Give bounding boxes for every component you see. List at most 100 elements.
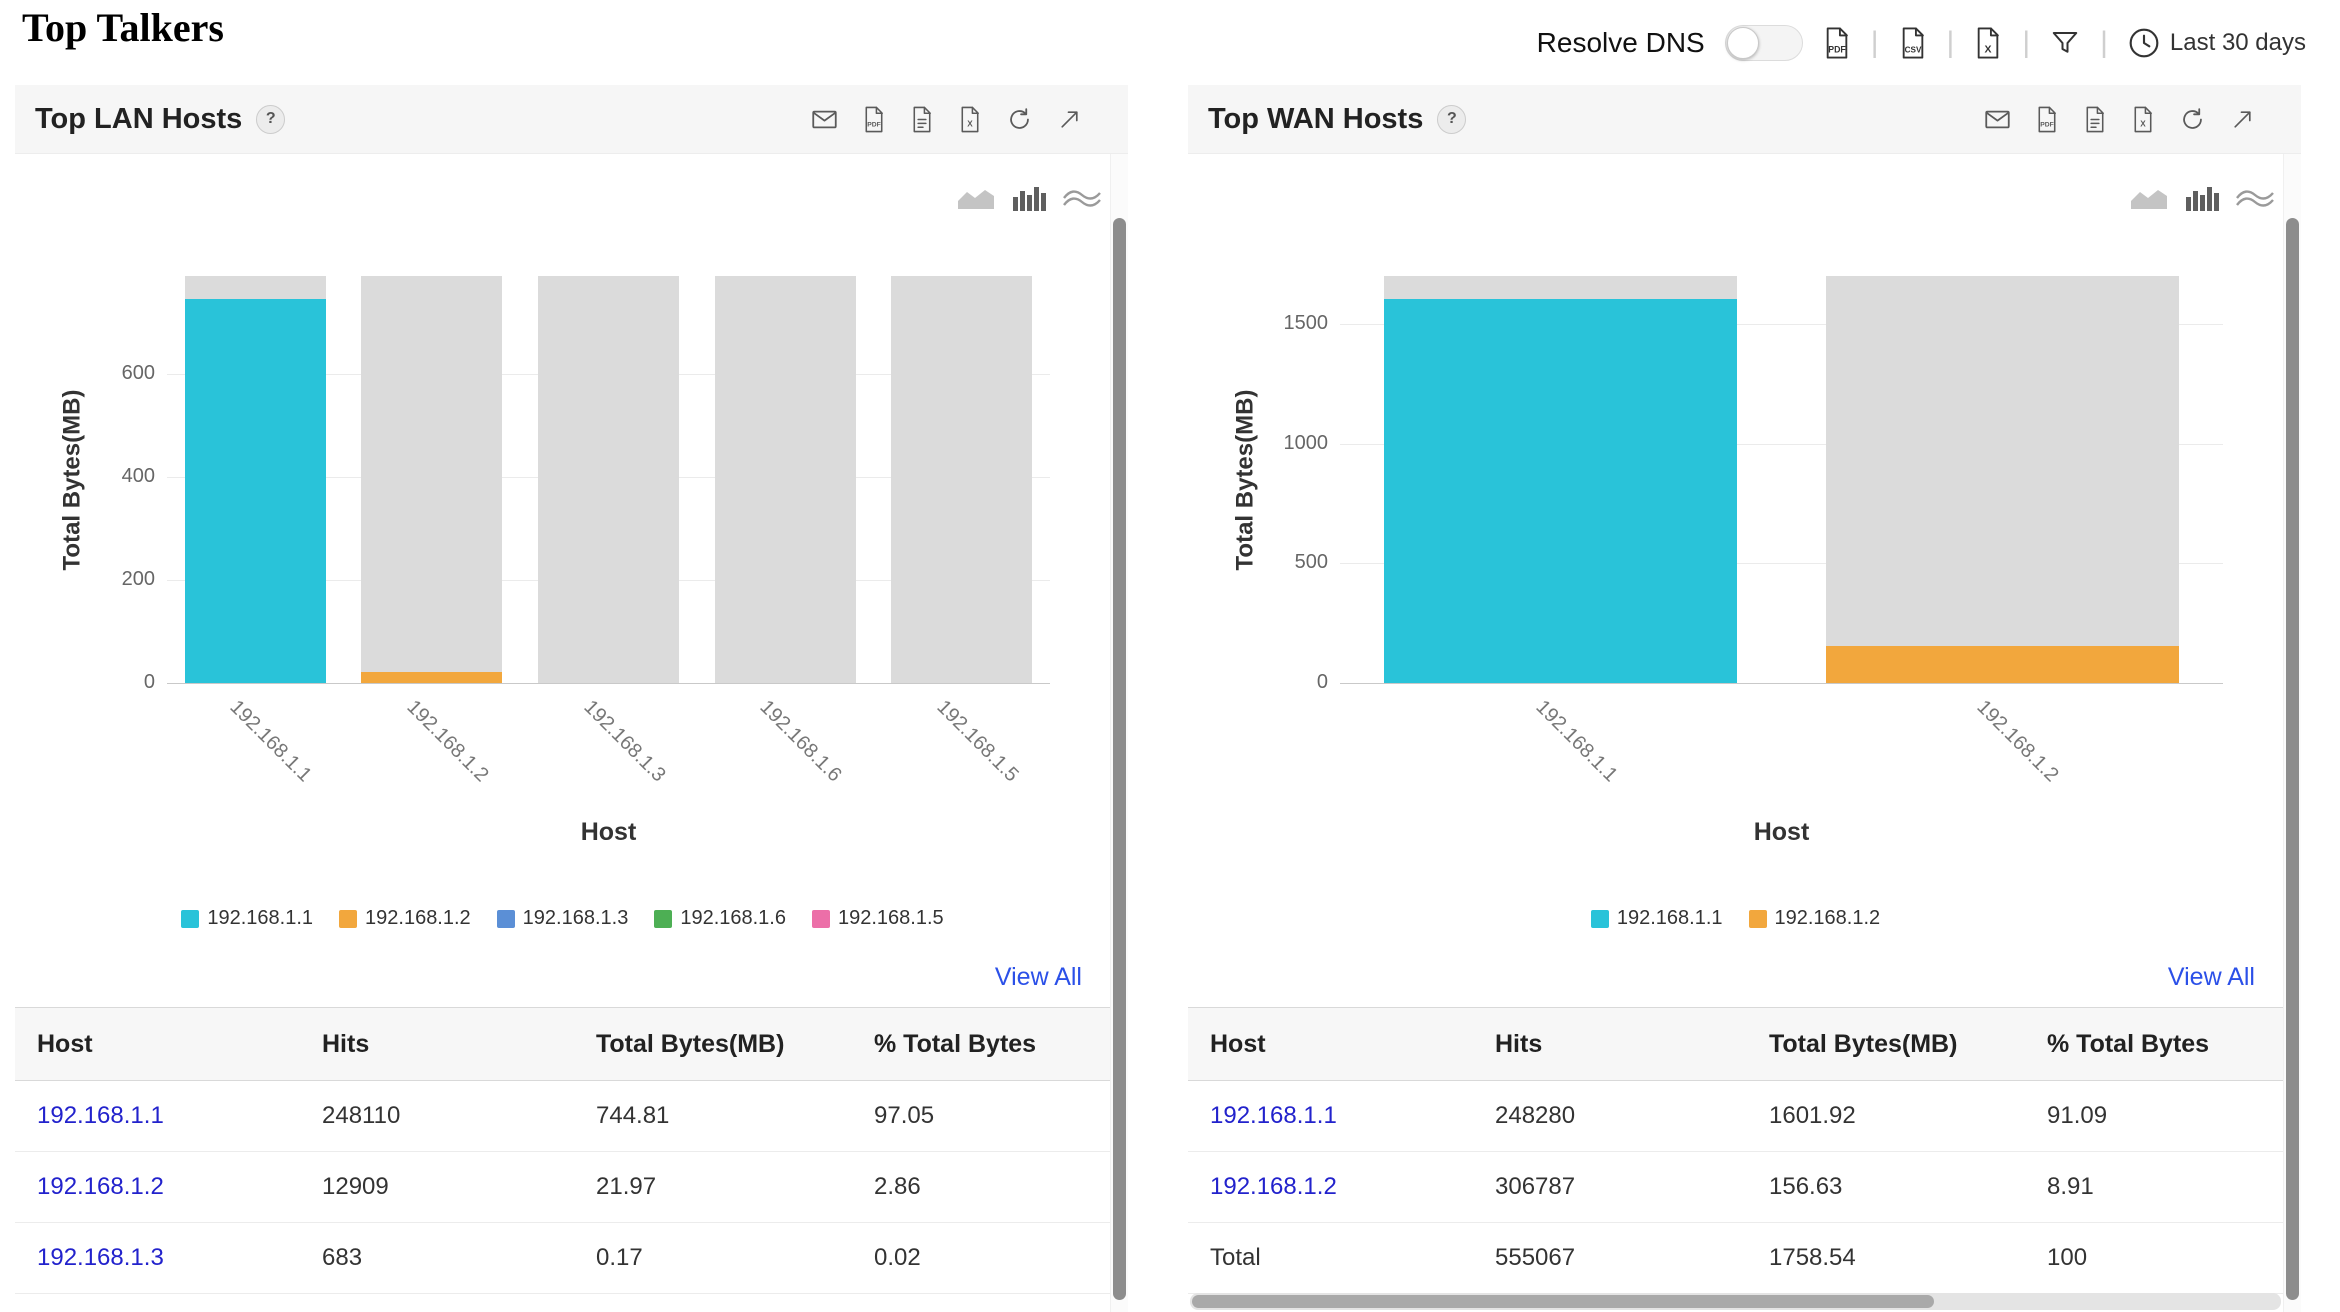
help-icon[interactable]: ? <box>256 104 286 134</box>
legend-item[interactable]: 192.168.1.2 <box>339 907 471 930</box>
table-cell: 1758.54 <box>1747 1222 2025 1294</box>
legend-item[interactable]: 192.168.1.2 <box>1748 907 1880 930</box>
view-all-link[interactable]: View All <box>994 963 1082 991</box>
y-tick-label: 600 <box>121 361 155 384</box>
vertical-scrollbar[interactable] <box>1110 154 1128 1312</box>
host-link[interactable]: 192.168.1.1 <box>1210 1102 1337 1129</box>
gridline <box>1340 323 2223 325</box>
bar-track <box>361 276 502 683</box>
scrollbar-thumb[interactable] <box>1113 218 1126 1300</box>
x-axis-labels: 192.168.1.1 192.168.1.2 <box>1340 688 2223 813</box>
chart-type-switcher <box>2129 185 2275 211</box>
table-header-row: Host Hits Total Bytes(MB)% Total Bytes <box>15 1007 1110 1081</box>
panel-top-wan-hosts: Top WAN Hosts ? PDF X <box>1188 85 2301 1312</box>
table-cell: 744.81 <box>574 1080 852 1152</box>
y-tick-label: 0 <box>143 671 155 693</box>
bar-192.168.1.1[interactable] <box>1384 299 1737 683</box>
table-cell: 100 <box>2025 1222 2283 1294</box>
y-tick-label: 1000 <box>1283 431 1329 454</box>
panel-header: Top WAN Hosts ? PDF X <box>1188 85 2301 154</box>
table-cell: Total <box>1188 1222 1473 1294</box>
export-excel-icon[interactable]: X <box>1974 26 2002 60</box>
resolve-dns-label: Resolve DNS <box>1536 27 1705 58</box>
excel-report-icon[interactable]: X <box>958 106 982 133</box>
table-cell: 248110 <box>300 1080 574 1152</box>
area-chart-icon[interactable] <box>956 185 996 211</box>
scrollbar-thumb[interactable] <box>1192 1295 1934 1308</box>
bar-192.168.1.2[interactable] <box>1826 646 2179 683</box>
bar-track <box>715 276 856 683</box>
panel-title: Top LAN Hosts <box>35 102 243 135</box>
host-link[interactable]: 192.168.1.2 <box>1210 1173 1337 1200</box>
export-pdf-icon[interactable]: PDF <box>1823 26 1851 60</box>
x-tick-label: 192.168.1.1 <box>1531 696 1622 787</box>
legend-item[interactable]: 192.168.1.3 <box>496 907 628 930</box>
excel-report-icon[interactable]: X <box>2131 106 2155 133</box>
filter-icon[interactable] <box>2050 27 2080 59</box>
bar-192.168.1.2[interactable] <box>361 672 502 683</box>
table-cell: 97.05 <box>852 1080 1110 1152</box>
bar-chart-icon[interactable] <box>1012 185 1046 211</box>
time-range-selector[interactable]: Last 30 days <box>2128 27 2306 59</box>
stream-chart-icon[interactable] <box>1062 185 1102 211</box>
column-header: % Total Bytes <box>852 1007 1110 1081</box>
x-tick-label: 192.168.1.1 <box>225 696 316 787</box>
vertical-scrollbar[interactable] <box>2283 154 2301 1312</box>
y-tick-label: 0 <box>1316 671 1328 693</box>
area-chart-icon[interactable] <box>2129 185 2169 211</box>
panel-title: Top WAN Hosts <box>1208 102 1424 135</box>
schedule-report-icon[interactable] <box>910 106 934 133</box>
legend-label: 192.168.1.1 <box>1616 907 1723 929</box>
email-icon[interactable] <box>811 106 838 133</box>
scrollbar-thumb[interactable] <box>2286 218 2299 1300</box>
column-header: Hits <box>1473 1007 1747 1081</box>
table-row: 192.168.1.1 248110 744.81 97.05 <box>15 1080 1110 1152</box>
divider: | <box>2100 26 2108 59</box>
legend-label: 192.168.1.6 <box>680 907 786 929</box>
y-axis-ticks: 0 200 400 600 <box>15 276 155 693</box>
legend-item[interactable]: 192.168.1.5 <box>811 907 944 930</box>
column-header: Host <box>1188 1007 1473 1081</box>
gridline <box>1340 563 2223 565</box>
export-csv-icon[interactable]: CSV <box>1899 26 1927 60</box>
refresh-icon[interactable] <box>1006 106 1033 133</box>
clock-icon <box>2129 28 2159 58</box>
table-cell: 91.09 <box>2025 1080 2283 1152</box>
legend-swatch <box>811 909 830 928</box>
table-cell: 2.86 <box>852 1151 1110 1223</box>
lan-bar-chart: Total Bytes(MB) 0 200 400 600 192.168.1.1 19… <box>15 276 1128 891</box>
bar-192.168.1.1[interactable] <box>185 299 326 683</box>
bar-track <box>891 276 1032 683</box>
legend-item[interactable]: 192.168.1.1 <box>181 907 313 930</box>
pdf-report-icon[interactable]: PDF <box>862 106 886 133</box>
table-cell: 192.168.1.3 <box>15 1222 300 1294</box>
stream-chart-icon[interactable] <box>2235 185 2275 211</box>
table-cell: 21.97 <box>574 1151 852 1223</box>
table-cell: 0.02 <box>852 1222 1110 1294</box>
csv-letters: CSV <box>1904 45 1921 54</box>
expand-icon[interactable] <box>2230 107 2255 132</box>
schedule-report-icon[interactable] <box>2083 106 2107 133</box>
plot-area <box>1340 276 2223 684</box>
email-icon[interactable] <box>1984 106 2011 133</box>
top-controls: Resolve DNS PDF | CSV | X | | Last 30 da… <box>1537 20 2306 66</box>
view-all-link[interactable]: View All <box>2167 963 2255 991</box>
help-icon[interactable]: ? <box>1437 104 1467 134</box>
table-cell: 555067 <box>1473 1222 1747 1294</box>
y-axis-ticks: 0 500 1000 1500 <box>1188 276 1329 693</box>
legend-swatch <box>339 909 358 928</box>
bar-chart-icon[interactable] <box>2185 185 2219 211</box>
refresh-icon[interactable] <box>2179 106 2206 133</box>
host-link[interactable]: 192.168.1.1 <box>37 1102 164 1129</box>
host-link[interactable]: 192.168.1.3 <box>37 1244 164 1271</box>
table-cell: 8.91 <box>2025 1151 2283 1223</box>
horizontal-scrollbar[interactable] <box>1190 1293 2281 1310</box>
hosts-table: Host Hits Total Bytes(MB)% Total Bytes 192… <box>1188 1007 2283 1294</box>
legend-item[interactable]: 192.168.1.1 <box>1590 907 1723 930</box>
legend-item[interactable]: 192.168.1.6 <box>654 907 786 930</box>
pdf-report-icon[interactable]: PDF <box>2035 106 2059 133</box>
excel-letter: X <box>1985 43 1992 55</box>
expand-icon[interactable] <box>1057 107 1082 132</box>
resolve-dns-toggle[interactable] <box>1724 25 1803 61</box>
host-link[interactable]: 192.168.1.2 <box>37 1173 164 1200</box>
